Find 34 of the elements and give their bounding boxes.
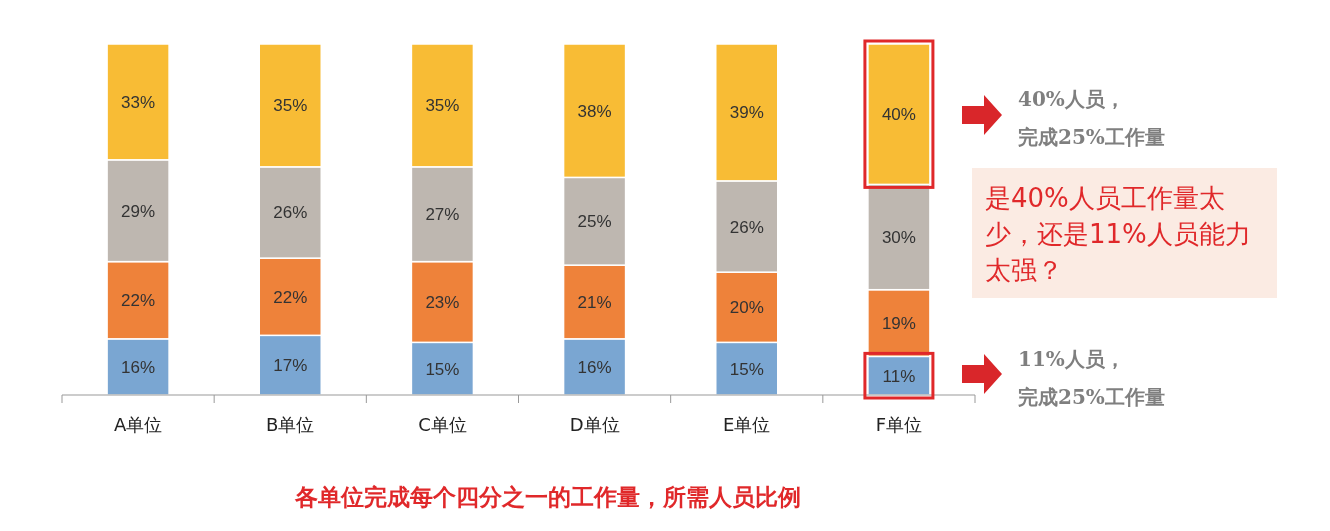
data-label: 38% bbox=[577, 101, 612, 121]
data-label: 21% bbox=[577, 292, 612, 312]
data-label: 35% bbox=[425, 96, 460, 116]
data-label: 26% bbox=[273, 203, 308, 223]
x-tick-label: E单位 bbox=[723, 414, 771, 435]
data-label: 11% bbox=[882, 366, 916, 386]
x-tick-label: A单位 bbox=[113, 414, 163, 435]
x-tick-label: B单位 bbox=[266, 414, 315, 435]
data-label: 22% bbox=[273, 287, 308, 307]
data-label: 17% bbox=[273, 356, 308, 376]
data-label: 15% bbox=[425, 359, 460, 379]
data-label: 26% bbox=[729, 217, 764, 237]
text: 40%人员，完成25%工作量 bbox=[1018, 86, 1166, 151]
x-tick-label: C单位 bbox=[418, 414, 467, 435]
data-label: 39% bbox=[729, 103, 764, 123]
x-tick-label: F单位 bbox=[875, 414, 923, 435]
text: 11%人员，完成25%工作量 bbox=[1018, 346, 1166, 411]
data-label: 25% bbox=[577, 212, 612, 232]
data-label: 30% bbox=[881, 228, 916, 248]
data-label: 40% bbox=[881, 105, 916, 125]
data-label: 22% bbox=[121, 291, 156, 311]
data-label: 15% bbox=[729, 359, 764, 379]
data-label: 23% bbox=[425, 292, 460, 312]
x-tick-label: D单位 bbox=[569, 414, 620, 435]
text: 是40%人员工作量太少，还是11%人员能力太强？ bbox=[985, 182, 1252, 287]
data-label: 20% bbox=[729, 298, 764, 318]
data-label: 29% bbox=[121, 201, 156, 221]
data-label: 19% bbox=[881, 314, 916, 334]
data-label: 33% bbox=[121, 92, 156, 112]
data-label: 35% bbox=[273, 96, 308, 116]
data-label: 16% bbox=[121, 357, 156, 377]
data-label: 27% bbox=[425, 205, 460, 225]
text: 各单位完成每个四分之一的工作量，所需人员比例 bbox=[294, 484, 801, 510]
data-label: 16% bbox=[577, 357, 612, 377]
